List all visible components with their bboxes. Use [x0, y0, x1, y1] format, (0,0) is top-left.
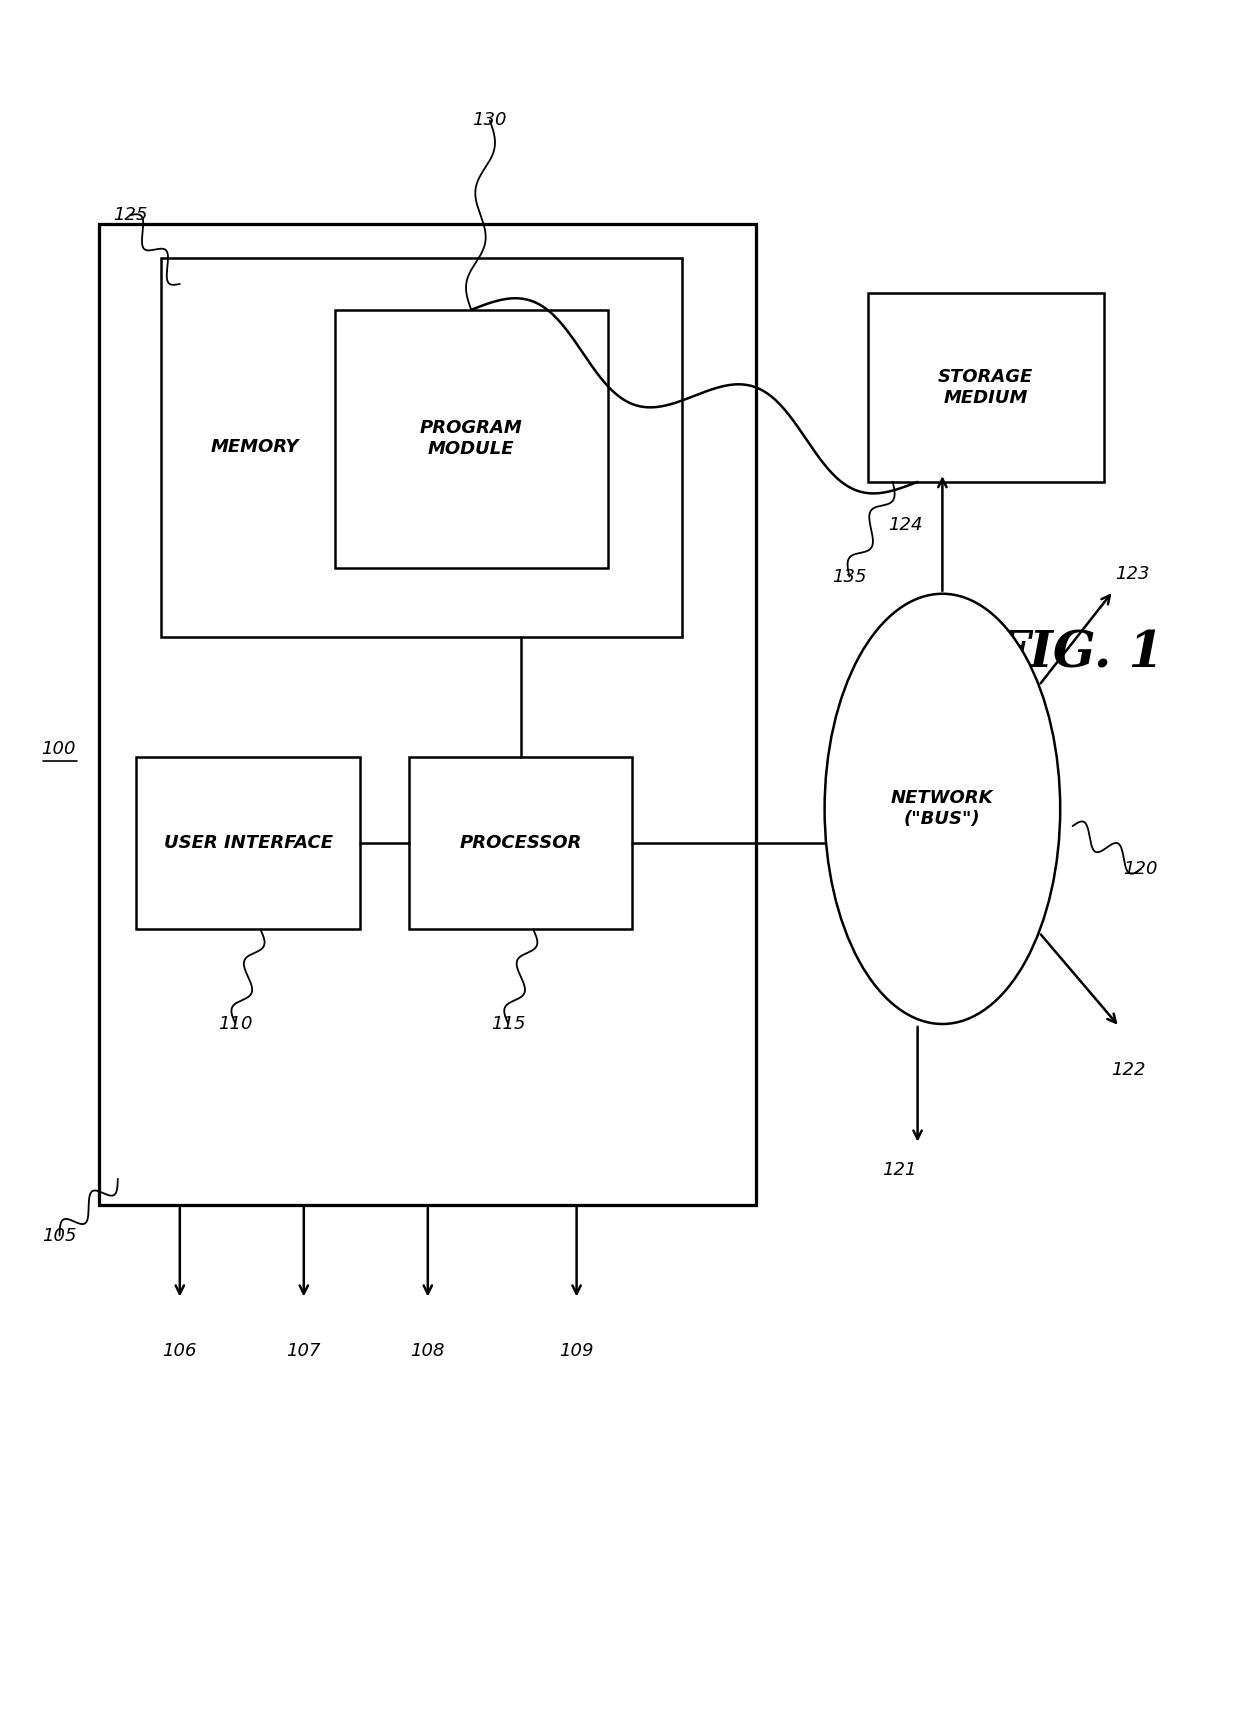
Text: 124: 124 [888, 516, 923, 534]
Text: STORAGE
MEDIUM: STORAGE MEDIUM [939, 368, 1033, 406]
Text: 108: 108 [410, 1342, 445, 1360]
Text: MEMORY: MEMORY [211, 439, 299, 456]
Bar [868, 293, 1104, 482]
Bar [161, 258, 682, 637]
Text: PROGRAM
MODULE: PROGRAM MODULE [420, 420, 522, 458]
Text: PROCESSOR: PROCESSOR [460, 835, 582, 852]
Text: 109: 109 [559, 1342, 594, 1360]
Bar [99, 224, 756, 1205]
Text: 122: 122 [1111, 1060, 1146, 1079]
Text: FIG. 1: FIG. 1 [994, 630, 1163, 678]
Text: NETWORK
("BUS"): NETWORK ("BUS") [892, 790, 993, 828]
Text: 105: 105 [42, 1227, 77, 1244]
Text: 106: 106 [162, 1342, 197, 1360]
Text: 130: 130 [472, 112, 507, 129]
Ellipse shape [825, 594, 1060, 1024]
Text: 110: 110 [218, 1015, 253, 1033]
Text: USER INTERFACE: USER INTERFACE [164, 835, 332, 852]
Text: 121: 121 [882, 1162, 916, 1179]
Text: 115: 115 [491, 1015, 526, 1033]
Bar [409, 757, 632, 929]
Text: 123: 123 [1115, 564, 1149, 583]
Text: 125: 125 [113, 207, 148, 224]
Text: 135: 135 [832, 568, 867, 585]
Bar [136, 757, 360, 929]
Text: 100: 100 [41, 740, 76, 757]
Text: 120: 120 [1123, 860, 1158, 878]
Text: 107: 107 [286, 1342, 321, 1360]
Bar [335, 310, 608, 568]
